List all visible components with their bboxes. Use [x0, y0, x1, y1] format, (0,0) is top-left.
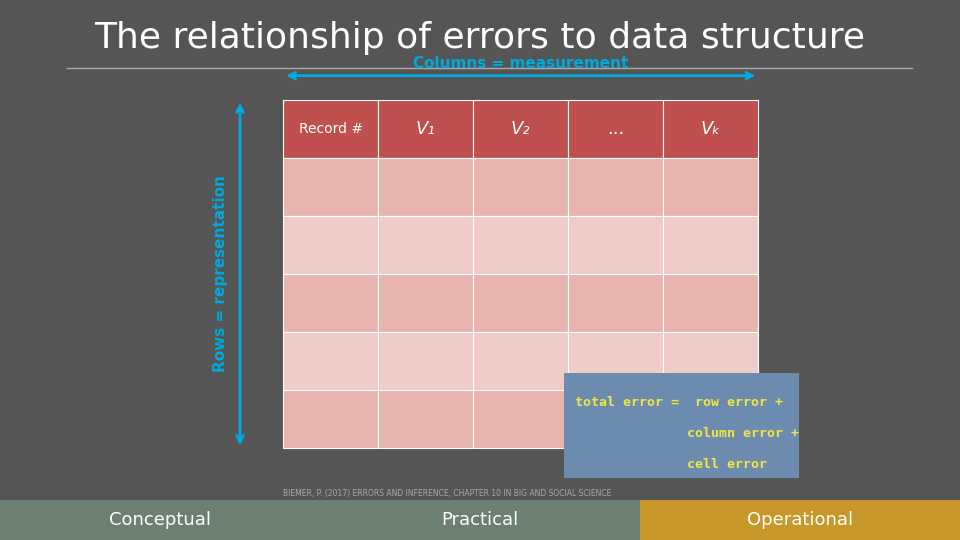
- Bar: [378, 100, 473, 158]
- Bar: [283, 390, 378, 448]
- Bar: [564, 373, 799, 478]
- Bar: [320, 500, 640, 540]
- Bar: [663, 274, 758, 332]
- Text: Conceptual: Conceptual: [109, 511, 211, 529]
- Bar: [663, 390, 758, 448]
- Text: total error =  row error +: total error = row error +: [575, 396, 783, 409]
- Bar: [283, 100, 378, 158]
- Bar: [473, 332, 568, 390]
- Bar: [283, 216, 378, 274]
- Bar: [568, 390, 663, 448]
- Bar: [283, 332, 378, 390]
- Text: V₁: V₁: [416, 120, 436, 138]
- Bar: [378, 216, 473, 274]
- Bar: [378, 390, 473, 448]
- Text: Record #: Record #: [299, 122, 363, 136]
- Bar: [568, 216, 663, 274]
- Bar: [0, 500, 320, 540]
- Text: V₂: V₂: [511, 120, 531, 138]
- Bar: [663, 332, 758, 390]
- Bar: [283, 274, 378, 332]
- Bar: [378, 332, 473, 390]
- Bar: [283, 158, 378, 216]
- Text: BIEMER, P. (2017) ERRORS AND INFERENCE, CHAPTER 10 IN BIG AND SOCIAL SCIENCE: BIEMER, P. (2017) ERRORS AND INFERENCE, …: [283, 489, 612, 498]
- Text: Operational: Operational: [747, 511, 853, 529]
- Bar: [640, 500, 960, 540]
- Bar: [378, 158, 473, 216]
- Bar: [568, 274, 663, 332]
- Bar: [473, 390, 568, 448]
- Bar: [473, 100, 568, 158]
- Bar: [473, 158, 568, 216]
- Bar: [473, 274, 568, 332]
- Bar: [568, 332, 663, 390]
- Text: cell error: cell error: [575, 458, 767, 471]
- Bar: [378, 274, 473, 332]
- Bar: [663, 100, 758, 158]
- Bar: [568, 100, 663, 158]
- Bar: [473, 216, 568, 274]
- Text: column error +: column error +: [575, 427, 799, 440]
- Text: Practical: Practical: [442, 511, 518, 529]
- Text: ...: ...: [608, 120, 624, 138]
- Bar: [663, 216, 758, 274]
- Text: Columns = measurement: Columns = measurement: [413, 56, 629, 71]
- Text: Vₖ: Vₖ: [701, 120, 721, 138]
- Text: Rows = representation: Rows = representation: [213, 176, 228, 373]
- Bar: [663, 158, 758, 216]
- Bar: [568, 158, 663, 216]
- Text: The relationship of errors to data structure: The relationship of errors to data struc…: [94, 21, 866, 55]
